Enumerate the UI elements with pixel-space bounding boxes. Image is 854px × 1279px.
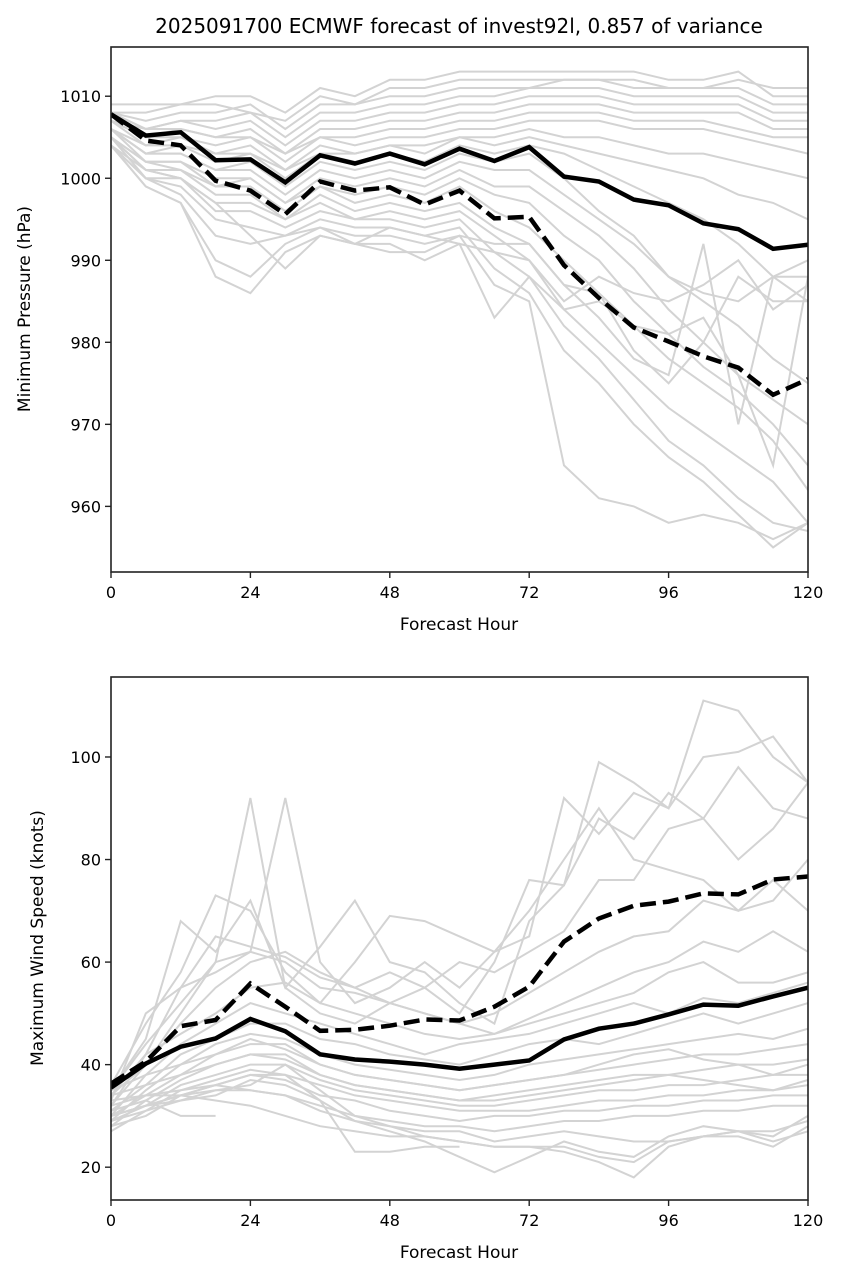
- wind-x-tick-label: 0: [106, 1211, 116, 1230]
- wind-panel: 0 24 48 72 96 120 20 40 60 80 100 Forecast Hour M…: [28, 676, 823, 1263]
- pressure-ensemble-member-line: [111, 70, 808, 114]
- pressure-y-ticks: 960 970 980 990 1000 1010: [60, 87, 111, 516]
- wind-y-tick-label: 80: [81, 851, 101, 870]
- pressure-ensemble-member-line: [111, 87, 808, 139]
- wind-x-ticks: 0 24 48 72 96 120: [106, 1200, 823, 1230]
- pressure-x-axis-label: Forecast Hour: [400, 615, 518, 635]
- pressure-dashed-line: [111, 112, 808, 398]
- wind-ensemble-member-line: [111, 1027, 808, 1122]
- pressure-plot-frame: [110, 46, 809, 573]
- pressure-ensemble-member-line: [111, 144, 808, 311]
- pressure-ensemble-member-line: [111, 103, 808, 155]
- wind-ensemble-member-line: [111, 806, 808, 1086]
- wind-ensemble-member-line: [111, 1063, 808, 1122]
- pressure-x-tick-label: 120: [793, 583, 824, 602]
- pressure-y-tick-label: 1010: [60, 87, 101, 106]
- wind-ensemble-member-line: [111, 699, 808, 1107]
- wind-ensemble-member-line: [111, 1053, 808, 1102]
- pressure-y-tick-label: 990: [70, 251, 101, 270]
- pressure-ensemble-member-line: [111, 144, 808, 385]
- wind-y-tick-label: 60: [81, 953, 101, 972]
- wind-plot-frame: [110, 676, 809, 1201]
- pressure-ensemble-member-line: [111, 119, 808, 164]
- pressure-x-tick-label: 0: [106, 583, 116, 602]
- pressure-ensemble-member-line: [111, 128, 808, 426]
- wind-y-tick-label: 40: [81, 1056, 101, 1075]
- pressure-y-axis-label: Minimum Pressure (hPa): [15, 206, 35, 412]
- pressure-ensemble-member-line: [111, 136, 808, 524]
- pressure-y-tick-label: 960: [70, 497, 101, 516]
- wind-ensemble-member-line: [111, 1068, 808, 1133]
- pressure-panel: 0 24 48 72 96 120 960 970 980 990 1000 1010 Foreca…: [15, 46, 823, 635]
- pressure-ensemble-member-line: [111, 128, 808, 221]
- pressure-y-tick-label: 970: [70, 415, 101, 434]
- pressure-x-tick-label: 72: [519, 583, 539, 602]
- wind-ensemble-member-line: [111, 1073, 460, 1153]
- pressure-y-tick-label: 980: [70, 333, 101, 352]
- pressure-x-tick-label: 96: [658, 583, 678, 602]
- wind-ensemble-member-line: [111, 1089, 808, 1179]
- pressure-solid-line: [111, 112, 808, 252]
- wind-lines: [111, 699, 808, 1179]
- wind-x-tick-label: 120: [793, 1211, 824, 1230]
- pressure-ensemble-member-line: [111, 128, 808, 385]
- wind-x-tick-label: 48: [380, 1211, 400, 1230]
- wind-y-tick-label: 100: [70, 748, 101, 767]
- pressure-ensemble-member-line: [111, 78, 808, 131]
- wind-x-axis-label: Forecast Hour: [400, 1243, 518, 1263]
- wind-ensemble-member-line: [111, 1063, 808, 1133]
- pressure-x-ticks: 0 24 48 72 96 120: [106, 572, 823, 602]
- wind-ensemble-member-line: [111, 1099, 216, 1117]
- wind-ensemble-member-line: [111, 1037, 808, 1092]
- pressure-ensemble-member-line: [111, 95, 808, 147]
- wind-x-tick-label: 96: [658, 1211, 678, 1230]
- pressure-x-tick-label: 24: [240, 583, 260, 602]
- wind-y-ticks: 20 40 60 80 100: [70, 748, 111, 1177]
- wind-x-tick-label: 24: [240, 1211, 260, 1230]
- pressure-ensemble-member-line: [111, 78, 808, 122]
- pressure-x-tick-label: 48: [380, 583, 400, 602]
- pressure-ensemble-member-line: [111, 111, 808, 155]
- pressure-ensemble-member-line: [111, 136, 808, 425]
- wind-solid-line: [111, 985, 808, 1090]
- pressure-ensemble-member-line: [111, 136, 808, 491]
- pressure-y-tick-label: 1000: [60, 169, 101, 188]
- wind-y-tick-label: 20: [81, 1158, 101, 1177]
- wind-y-axis-label: Maximum Wind Speed (knots): [28, 810, 48, 1066]
- wind-ensemble-member-line: [111, 735, 808, 1097]
- wind-ensemble-member-line: [111, 781, 808, 1101]
- wind-ensemble-member-line: [111, 930, 808, 1097]
- wind-x-tick-label: 72: [519, 1211, 539, 1230]
- pressure-ensemble-member-line: [111, 144, 808, 549]
- pressure-lines: [111, 70, 808, 549]
- wind-ensemble-member-line: [111, 765, 808, 1091]
- chart-title: 2025091700 ECMWF forecast of invest92l, …: [155, 14, 763, 38]
- wind-dashed-line: [111, 874, 808, 1086]
- pressure-ensemble-member-line: [111, 136, 808, 532]
- wind-ensemble-member-line: [111, 981, 808, 1117]
